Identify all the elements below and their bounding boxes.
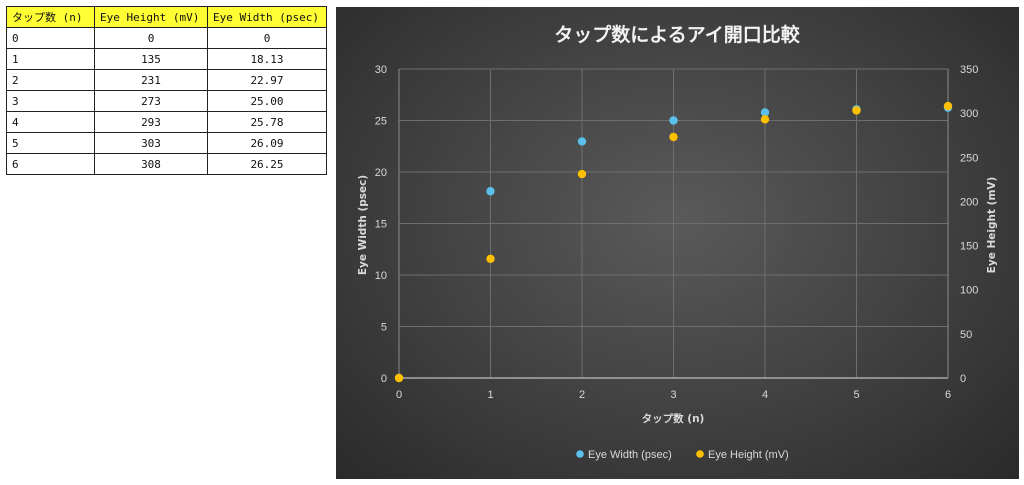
- cell-eye-height: 135: [94, 48, 208, 70]
- x-tick-label: 1: [487, 389, 493, 401]
- y2-tick-label: 250: [960, 152, 978, 164]
- y-tick-label: 30: [375, 64, 387, 76]
- cell-tap-count: 4: [6, 111, 95, 133]
- y2-tick-label: 150: [960, 241, 978, 253]
- y-tick-label: 25: [375, 116, 387, 128]
- cell-eye-width: 22.97: [207, 69, 327, 91]
- header-eye-width: Eye Width (psec): [207, 6, 327, 28]
- legend-marker: [696, 450, 704, 458]
- eye-width-point: [577, 137, 587, 146]
- cell-eye-height: 308: [94, 153, 208, 175]
- y-tick-label: 20: [375, 167, 387, 179]
- eye-height-point: [852, 106, 861, 115]
- cell-eye-width: 18.13: [207, 48, 327, 70]
- table-row: 2 231 22.97: [6, 69, 327, 91]
- table-row: 3 273 25.00: [6, 90, 327, 112]
- table-row: 6 308 26.25: [6, 153, 327, 175]
- cell-tap-count: 0: [6, 27, 95, 49]
- legend-item: Eye Height (mV): [696, 449, 789, 461]
- cell-eye-height: 303: [94, 132, 208, 154]
- header-tap-count: タップ数 (n): [6, 6, 95, 28]
- x-tick-label: 5: [853, 389, 859, 401]
- legend-marker: [576, 450, 584, 458]
- y-tick-label: 10: [375, 270, 387, 282]
- cell-eye-width: 26.09: [207, 132, 327, 154]
- chart-title: タップ数によるアイ開口比較: [554, 23, 800, 46]
- x-axis-title: タップ数 (n): [642, 412, 705, 425]
- x-tick-label: 6: [945, 389, 951, 401]
- y2-axis-title: Eye Height (mV): [986, 177, 998, 274]
- legend-item: Eye Width (psec): [576, 449, 672, 461]
- y2-tick-label: 200: [960, 196, 978, 208]
- cell-eye-height: 273: [94, 90, 208, 112]
- cell-eye-width: 25.78: [207, 111, 327, 133]
- legend-label: Eye Height (mV): [708, 449, 789, 461]
- table-row: 4 293 25.78: [6, 111, 327, 133]
- legend: Eye Width (psec) Eye Height (mV): [576, 449, 789, 461]
- eye-width-point: [486, 187, 495, 196]
- x-tick-label: 3: [670, 389, 676, 401]
- y2-tick-label: 50: [960, 329, 972, 341]
- cell-eye-width: 25.00: [207, 90, 327, 112]
- cell-tap-count: 2: [6, 69, 95, 91]
- header-eye-height: Eye Height (mV): [94, 6, 208, 28]
- y-axis-title: Eye Width (psec): [357, 175, 369, 275]
- y-tick-label: 15: [375, 219, 387, 231]
- eye-height-point: [486, 254, 495, 264]
- y-tick-label: 0: [381, 373, 387, 385]
- cell-tap-count: 5: [6, 132, 95, 154]
- data-table: タップ数 (n) Eye Height (mV) Eye Width (psec…: [6, 6, 327, 175]
- cell-tap-count: 1: [6, 48, 95, 70]
- chart-panel: タップ数によるアイ開口比較 0 5 10 15 20 25 30 0 1 2 3 4 5 6 0 50 100 1…: [336, 7, 1019, 479]
- cell-eye-height: 231: [94, 69, 208, 91]
- data-points: [394, 101, 953, 383]
- cell-tap-count: 3: [6, 90, 95, 112]
- y2-tick-label: 350: [960, 64, 978, 76]
- table-header-row: タップ数 (n) Eye Height (mV) Eye Width (psec…: [6, 6, 327, 28]
- legend-label: Eye Width (psec): [588, 449, 672, 461]
- cell-eye-height: 293: [94, 111, 208, 133]
- table-row: 5 303 26.09: [6, 132, 327, 154]
- x-tick-label: 4: [762, 389, 768, 401]
- eye-height-point: [943, 101, 953, 111]
- y-tick-label: 5: [381, 322, 387, 334]
- axes: [398, 69, 949, 379]
- eye-width-point: [669, 116, 678, 125]
- cell-eye-height: 0: [94, 27, 208, 49]
- x-tick-label: 2: [579, 389, 585, 401]
- table-row: 1 135 18.13: [6, 48, 327, 70]
- cell-eye-width: 0: [207, 27, 327, 49]
- y2-tick-label: 300: [960, 108, 978, 120]
- y2-tick-label: 0: [960, 373, 966, 385]
- y2-tick-label: 100: [960, 285, 978, 297]
- eye-height-point: [760, 115, 770, 124]
- cell-eye-width: 26.25: [207, 153, 327, 175]
- gridlines: [399, 68, 949, 378]
- eye-height-point: [577, 169, 587, 179]
- eye-height-point: [394, 373, 404, 383]
- x-tick-label: 0: [396, 389, 402, 401]
- cell-tap-count: 6: [6, 153, 95, 175]
- table-body: 0 0 0 1 135 18.13 2 231 22.97 3 273 25.00 4 293 25.78 5…: [6, 27, 327, 175]
- eye-width-point: [760, 108, 770, 117]
- eye-height-point: [669, 132, 678, 142]
